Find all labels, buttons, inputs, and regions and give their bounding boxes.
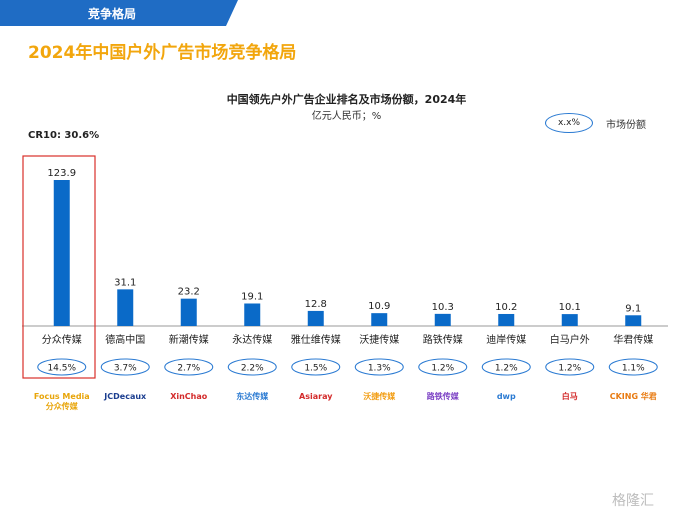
bar-value-label: 10.1	[559, 302, 581, 313]
bar-value-label: 10.3	[432, 302, 454, 313]
share-oval	[37, 358, 87, 376]
share-oval	[227, 358, 277, 376]
legend-label: 市场份额	[606, 120, 646, 131]
company-logo: Focus Media 分众传媒	[33, 392, 90, 411]
watermark: 格隆汇	[612, 493, 654, 509]
share-oval	[100, 358, 150, 376]
company-logo: XinChao	[170, 392, 208, 401]
bar-value-label: 31.1	[114, 277, 136, 288]
bar-0	[53, 180, 70, 326]
bar-value-label: 123.9	[47, 168, 76, 179]
share-oval	[418, 358, 468, 376]
share-oval	[545, 358, 595, 376]
company-logo: 路铁传媒	[426, 392, 459, 401]
share-oval	[481, 358, 531, 376]
bar-2	[180, 298, 197, 326]
category-label: 路铁传媒	[423, 333, 463, 346]
bar-chart: 123.9 分众传媒 14.5% 31.1 德高中国 3.7% 23.2 新潮传媒 2.7% 19…	[22, 155, 668, 379]
company-logo: 白马	[561, 392, 578, 401]
bar-value-label: 12.8	[305, 299, 327, 310]
share-oval	[291, 358, 341, 376]
share-oval	[354, 358, 404, 376]
company-logo: CKING 华君	[609, 392, 657, 401]
section-banner: 竞争格局	[0, 0, 238, 26]
bar-value-label: 9.1	[625, 303, 641, 314]
category-label: 华君传媒	[613, 333, 653, 346]
share-oval	[164, 358, 214, 376]
share-label: 3.7%	[114, 364, 137, 374]
bar-9	[625, 315, 642, 326]
company-logo: Asiaray	[299, 392, 333, 401]
category-label: 沃捷传媒	[359, 333, 399, 346]
page-title: 2024年中国户外广告市场竞争格局	[28, 43, 297, 63]
bar-value-label: 10.2	[495, 302, 517, 313]
bar-8	[561, 314, 578, 326]
share-label: 1.2%	[558, 364, 581, 374]
bar-7	[498, 313, 515, 326]
share-label: 1.2%	[431, 364, 454, 374]
company-logo: JCDecaux	[104, 392, 147, 401]
bar-3	[244, 303, 261, 326]
legend-oval: x.x%	[545, 113, 593, 133]
bar-5	[371, 313, 388, 326]
company-logo: 东达传媒	[236, 392, 269, 401]
bar-1	[117, 289, 134, 326]
share-label: 1.2%	[495, 364, 518, 374]
cr10-label: CR10: 30.6%	[28, 130, 100, 141]
category-label: 迪岸传媒	[486, 334, 526, 346]
category-label: 白马户外	[550, 333, 590, 346]
category-label: 新潮传媒	[169, 333, 209, 346]
share-label: 14.5%	[47, 364, 76, 374]
share-label: 1.1%	[622, 364, 645, 374]
category-label: 分众传媒	[42, 334, 82, 346]
company-logo: dwp	[496, 392, 516, 401]
bar-6	[434, 313, 451, 326]
bar-value-label: 23.2	[178, 287, 200, 298]
share-label: 2.7%	[177, 364, 200, 374]
bar-value-label: 19.1	[241, 291, 263, 302]
bar-value-label: 10.9	[368, 301, 390, 312]
company-logo: 沃捷传媒	[363, 392, 396, 401]
share-label: 2.2%	[241, 364, 264, 374]
category-label: 永达传媒	[232, 333, 272, 346]
chart-title: 中国领先户外广告企业排名及市场份额，2024年	[226, 93, 467, 106]
chart-subtitle: 亿元人民币；%	[311, 111, 382, 122]
highlight-box	[22, 155, 96, 379]
bar-4	[307, 310, 324, 326]
banner-label: 竞争格局	[88, 7, 137, 21]
share-oval	[608, 358, 658, 376]
share-label: 1.3%	[368, 364, 391, 374]
banner-shape	[0, 0, 238, 26]
category-label: 雅仕维传媒	[291, 333, 341, 346]
share-label: 1.5%	[304, 364, 327, 374]
category-label: 德高中国	[105, 333, 145, 346]
